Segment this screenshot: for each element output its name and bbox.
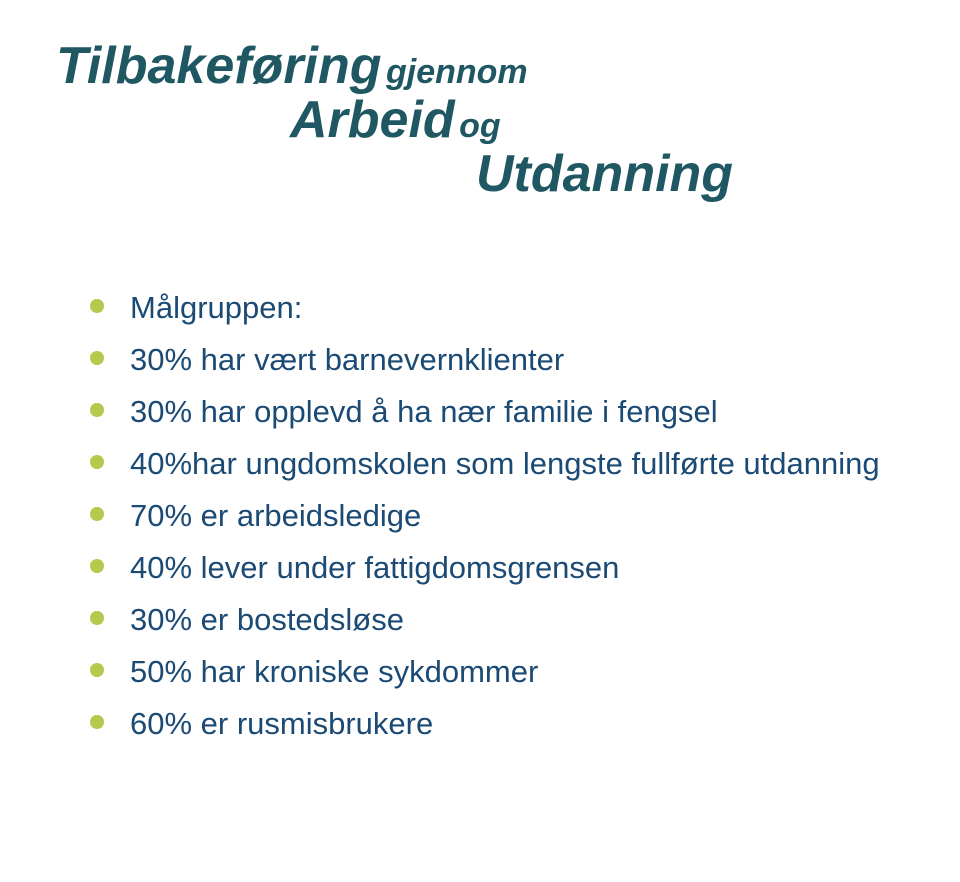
- title-word-utdanning: Utdanning: [476, 145, 733, 203]
- title-word-arbeid: Arbeid: [290, 91, 455, 149]
- list-item: 30% er bostedsløse: [90, 596, 904, 644]
- list-item: 50% har kroniske sykdommer: [90, 648, 904, 696]
- list-item: Målgruppen:: [90, 284, 904, 332]
- list-item-text: 60% er rusmisbrukere: [130, 706, 433, 741]
- list-item: 40%har ungdomskolen som lengste fullført…: [90, 440, 904, 488]
- title-line-1: Tilbakeføring gjennom: [56, 36, 528, 96]
- list-item-text: 40% lever under fattigdomsgrensen: [130, 550, 619, 585]
- list-item-text: 50% har kroniske sykdommer: [130, 654, 538, 689]
- bullet-list: Målgruppen: 30% har vært barnevernklient…: [56, 284, 904, 748]
- list-item-text: 40%har ungdomskolen som lengste fullført…: [130, 446, 880, 481]
- title-word-gjennom: gjennom: [386, 53, 528, 91]
- title-word-og: og: [459, 107, 501, 145]
- list-item-text: 30% har opplevd å ha nær familie i fengs…: [130, 394, 718, 429]
- list-item-text: Målgruppen:: [130, 290, 302, 325]
- title-line-2: Arbeid og: [290, 90, 904, 150]
- list-item-text: 30% har vært barnevernklienter: [130, 342, 564, 377]
- slide: Tilbakeføring gjennom Arbeid og Utdannin…: [0, 0, 960, 882]
- list-item-text: 30% er bostedsløse: [130, 602, 404, 637]
- list-item-text: 70% er arbeidsledige: [130, 498, 421, 533]
- list-item: 60% er rusmisbrukere: [90, 700, 904, 748]
- list-item: 30% har vært barnevernklienter: [90, 336, 904, 384]
- title-line-3: Utdanning: [476, 144, 904, 204]
- list-item: 40% lever under fattigdomsgrensen: [90, 544, 904, 592]
- title-block: Tilbakeføring gjennom Arbeid og Utdannin…: [56, 36, 904, 204]
- list-item: 30% har opplevd å ha nær familie i fengs…: [90, 388, 904, 436]
- title-word-tilbakeforing: Tilbakeføring: [56, 37, 382, 95]
- list-item: 70% er arbeidsledige: [90, 492, 904, 540]
